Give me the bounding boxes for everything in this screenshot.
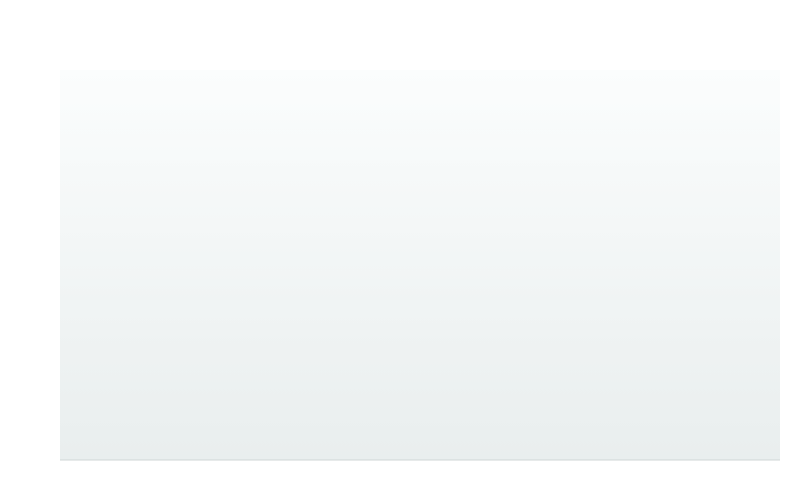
line-chart-svg <box>0 0 800 500</box>
plot-bg <box>60 70 780 460</box>
chart-container: { "chart": { "type": "line", "title": "南… <box>0 0 800 500</box>
